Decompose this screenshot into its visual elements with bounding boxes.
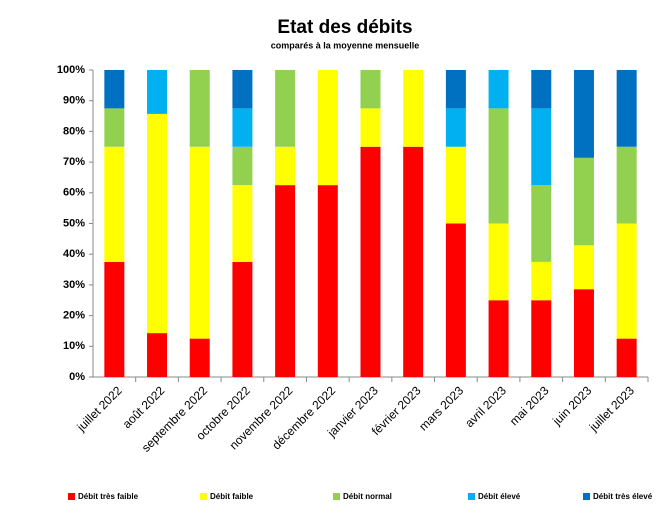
bar-segment	[488, 70, 509, 109]
bar-segment	[275, 70, 296, 147]
bar-segment	[445, 223, 466, 377]
bar-segment	[616, 338, 637, 377]
y-tick-label: 80%	[63, 125, 85, 137]
bar-segment	[403, 70, 424, 147]
y-tick-label: 30%	[63, 279, 85, 291]
bar-segment	[573, 245, 594, 290]
bar-segment	[275, 185, 296, 377]
bar-segment	[531, 108, 552, 186]
bar-segment	[573, 70, 594, 158]
bar-segment	[531, 261, 552, 301]
bar-segment	[147, 70, 168, 114]
bar-segment	[531, 300, 552, 377]
bar-segment	[360, 70, 381, 109]
bar-segment	[616, 223, 637, 339]
bar-segment	[445, 146, 466, 224]
bar-segment	[488, 300, 509, 377]
legend-label: Débit très faible	[78, 492, 139, 501]
bar-segment	[232, 185, 253, 262]
y-tick-label: 10%	[63, 340, 85, 352]
x-tick-label: avril 2023	[462, 383, 509, 430]
legend-label: Débit très élevé	[593, 492, 653, 501]
y-tick-label: 50%	[63, 217, 85, 229]
x-tick-label: juillet 2022	[74, 383, 125, 434]
legend-swatch	[68, 493, 75, 500]
bar-segment	[317, 185, 338, 377]
bar-segment	[147, 113, 168, 334]
bar-segment	[531, 70, 552, 109]
bar-segment	[360, 146, 381, 377]
legend-label: Débit normal	[343, 492, 392, 501]
bar-segment	[104, 70, 125, 109]
bar-segment	[488, 223, 509, 301]
x-tick-label: mars 2023	[416, 383, 466, 433]
y-tick-label: 20%	[63, 310, 85, 322]
bar-segment	[445, 108, 466, 147]
bar-segment	[275, 146, 296, 186]
bar-segment	[104, 261, 125, 377]
y-tick-label: 90%	[63, 95, 85, 107]
bar-segment	[403, 146, 424, 377]
legend-label: Débit élevé	[478, 492, 521, 501]
bar-segment	[189, 70, 210, 147]
bar-segment	[531, 185, 552, 262]
bar-segment	[616, 70, 637, 147]
legend-swatch	[583, 493, 590, 500]
bar-segment	[189, 146, 210, 339]
bar-segment	[104, 108, 125, 147]
x-tick-label: mai 2023	[507, 383, 552, 428]
bar-segment	[616, 146, 637, 224]
legend-swatch	[200, 493, 207, 500]
chart-subtitle: comparés à la moyenne mensuelle	[271, 40, 420, 50]
bar-segment	[189, 338, 210, 377]
bar-segment	[232, 70, 253, 109]
y-tick-label: 40%	[63, 248, 85, 260]
legend-label: Débit faible	[210, 492, 254, 501]
x-tick-label: juillet 2023	[586, 383, 637, 434]
y-tick-label: 100%	[57, 64, 85, 76]
legend-swatch	[468, 493, 475, 500]
y-tick-label: 70%	[63, 156, 85, 168]
bar-segment	[232, 261, 253, 377]
bar-segment	[573, 157, 594, 246]
bar-segment	[573, 289, 594, 377]
bar-segment	[488, 108, 509, 224]
y-tick-label: 60%	[63, 187, 85, 199]
bar-segment	[147, 333, 168, 377]
bar-segment	[360, 108, 381, 147]
bar-segment	[445, 70, 466, 109]
legend-swatch	[333, 493, 340, 500]
y-tick-label: 0%	[69, 371, 85, 383]
bar-segment	[104, 146, 125, 262]
bar-segment	[232, 108, 253, 147]
bar-segment	[232, 146, 253, 186]
chart-title: Etat des débits	[277, 17, 412, 38]
bar-segment	[317, 70, 338, 186]
